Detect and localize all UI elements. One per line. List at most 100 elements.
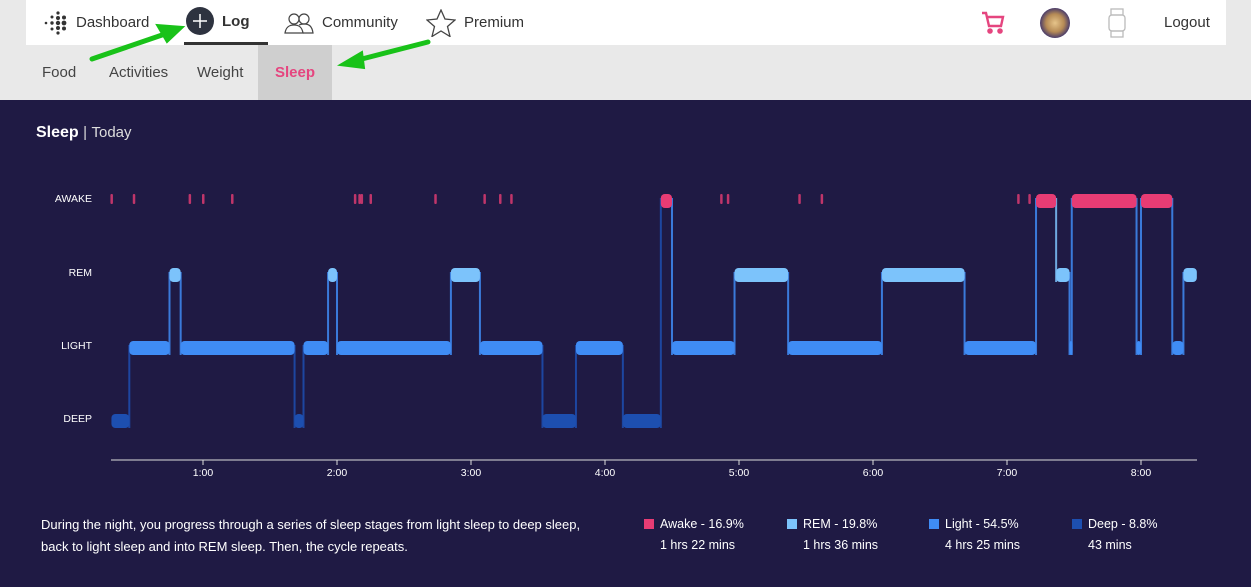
stage-transition <box>179 272 182 355</box>
legend-swatch <box>929 519 939 529</box>
stage-segment-light <box>575 341 623 355</box>
brief-awakening <box>360 194 364 204</box>
subnav-weight[interactable]: Weight <box>197 64 244 81</box>
stage-transition <box>574 345 577 428</box>
stage-segment-rem <box>169 268 181 282</box>
logout-label: Logout <box>1164 14 1210 31</box>
premium-label: Premium <box>464 14 525 31</box>
stage-transition <box>302 345 305 428</box>
brief-awakening <box>369 194 372 204</box>
stage-transition <box>880 272 883 355</box>
stage-transition <box>733 272 736 355</box>
brief-awakening <box>1028 194 1031 204</box>
plus-circle-icon <box>186 7 214 35</box>
star-icon <box>426 8 456 37</box>
brief-awakening <box>720 194 723 204</box>
brief-awakening <box>202 194 205 204</box>
x-tick-label: 7:00 <box>997 467 1018 479</box>
brief-awakening <box>1017 194 1020 204</box>
subnav-activities[interactable]: Activities <box>109 64 169 81</box>
stage-transition <box>671 198 673 355</box>
stage-transition <box>621 345 624 428</box>
legend-duration: 1 hrs 36 mins <box>803 538 879 552</box>
y-label-rem: REM <box>69 267 92 279</box>
stage-segment-rem <box>450 268 480 282</box>
brief-awakening <box>483 194 486 204</box>
legend-swatch <box>1072 519 1082 529</box>
legend-duration: 43 mins <box>1088 538 1132 552</box>
brief-awakening <box>726 194 730 204</box>
title-period: Today <box>91 124 132 141</box>
brief-awakening <box>499 194 502 204</box>
subnav-sleep[interactable]: Sleep <box>258 45 332 101</box>
legend-item: Light - 54.5% 4 hrs 25 mins <box>929 514 1020 556</box>
stage-segment-light <box>479 341 543 355</box>
stage-segment-awake <box>1071 194 1137 208</box>
stage-transition <box>293 345 296 428</box>
legend-swatch <box>644 519 654 529</box>
stage-segment-rem <box>881 268 965 282</box>
stage-segment-light <box>1172 341 1184 355</box>
cart-button[interactable] <box>980 0 1014 45</box>
legend-label: Deep - 8.8% <box>1088 517 1158 531</box>
stage-transition <box>963 272 966 355</box>
nav-premium[interactable]: Premium <box>426 0 524 45</box>
dashboard-label: Dashboard <box>76 14 150 31</box>
avatar[interactable] <box>1040 0 1078 45</box>
x-tick-label: 3:00 <box>461 467 482 479</box>
nav-log[interactable]: Log <box>184 0 268 45</box>
community-label: Community <box>322 14 398 31</box>
watch-icon <box>1108 7 1126 38</box>
stage-transition <box>478 272 481 355</box>
stage-transition <box>1140 198 1142 355</box>
brief-awakening <box>231 194 234 204</box>
stage-segment-rem <box>1056 268 1070 282</box>
legend-item: REM - 19.8% 1 hrs 36 mins <box>787 514 878 556</box>
community-icon <box>284 12 314 34</box>
x-tick-label: 6:00 <box>863 467 884 479</box>
device-button[interactable] <box>1108 0 1134 45</box>
stage-segment-light <box>337 341 451 355</box>
x-tick-label: 2:00 <box>327 467 348 479</box>
stage-segment-light <box>964 341 1037 355</box>
x-tick-label: 1:00 <box>193 467 214 479</box>
subnav-food[interactable]: Food <box>42 64 77 81</box>
top-nav: Dashboard Log Community Premium Logout <box>26 0 1226 45</box>
title-sleep: Sleep <box>36 124 79 141</box>
stage-transition <box>659 198 662 428</box>
brief-awakening <box>798 194 801 204</box>
y-label-awake: AWAKE <box>55 193 92 205</box>
stage-segment-light <box>180 341 295 355</box>
logout-link[interactable]: Logout <box>1164 0 1210 45</box>
brief-awakening <box>110 194 113 204</box>
stage-segment-light <box>1069 341 1073 355</box>
stage-segment-light <box>788 341 882 355</box>
stage-segment-rem <box>328 268 337 282</box>
cart-icon <box>982 11 1005 34</box>
x-tick-label: 8:00 <box>1131 467 1152 479</box>
stage-segment-rem <box>734 268 789 282</box>
x-tick-label: 5:00 <box>729 467 750 479</box>
nav-community[interactable]: Community <box>284 0 398 45</box>
sleep-panel: Sleep | Today AWAKE REM LIGHT DEEP 1:00 2:00 3… <box>0 100 1251 587</box>
brief-awakening <box>188 194 192 204</box>
title-separator: | <box>83 124 88 141</box>
stage-transition <box>1070 198 1073 355</box>
stage-transition <box>327 272 330 355</box>
legend-item: Deep - 8.8% 43 mins <box>1072 514 1157 556</box>
nav-dashboard[interactable]: Dashboard <box>42 0 149 45</box>
stage-segment-deep <box>111 414 130 428</box>
brief-awakening <box>132 194 136 204</box>
stage-transition <box>336 272 338 355</box>
stage-segment-light <box>303 341 329 355</box>
y-label-deep: DEEP <box>63 413 92 425</box>
x-tick-label: 4:00 <box>595 467 616 479</box>
brief-awakening <box>358 194 361 204</box>
log-label: Log <box>222 12 250 30</box>
legend-duration: 4 hrs 25 mins <box>945 538 1021 552</box>
stage-transition <box>1171 198 1174 355</box>
brief-awakening <box>353 194 357 204</box>
stage-segment-light <box>129 341 170 355</box>
stage-segment-awake <box>1141 194 1173 208</box>
brief-awakening <box>820 194 824 204</box>
